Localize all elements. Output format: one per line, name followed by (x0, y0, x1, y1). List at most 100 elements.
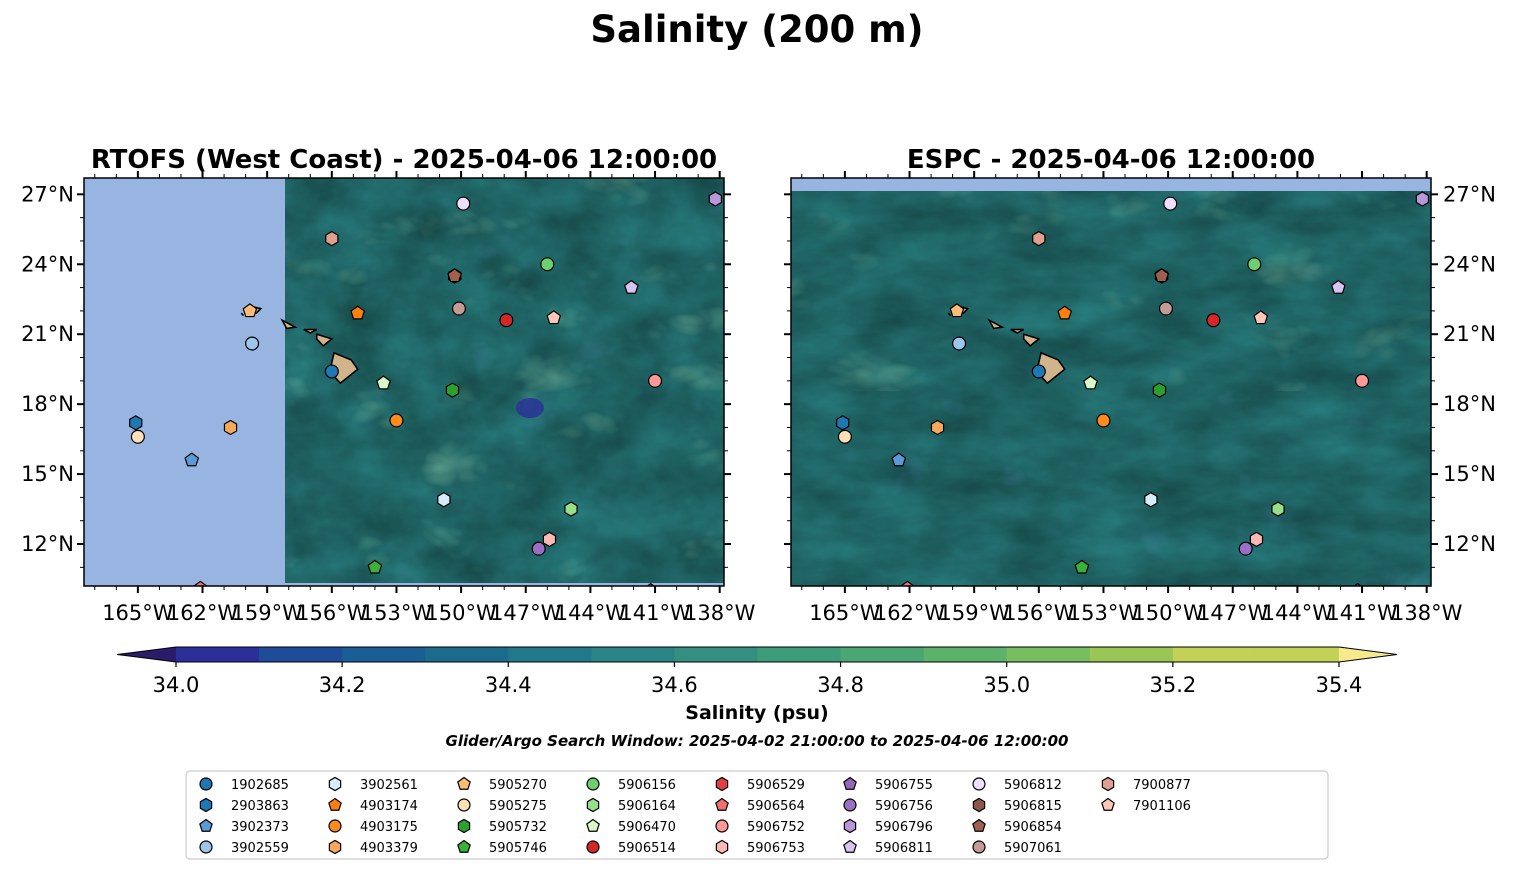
platform-marker-3902559 (952, 336, 967, 351)
colorbar-tick-label: 34.8 (817, 673, 864, 697)
platform-marker-3902561 (1144, 492, 1158, 508)
legend-item-2903863: 2903863 (199, 797, 289, 814)
platform-marker-5905270 (949, 303, 965, 318)
colorbar-tick-label: 34.4 (485, 673, 532, 697)
legend-item-4903379: 4903379 (328, 839, 418, 856)
lon-tick-label: 165°W (809, 601, 881, 625)
legend-label: 7900877 (1133, 778, 1191, 793)
platform-marker-5906812 (456, 196, 471, 211)
platform-marker-3902373 (891, 452, 907, 467)
platform-marker-4903379 (223, 419, 238, 436)
legend-marker (586, 777, 600, 791)
legend-label: 7901106 (1133, 799, 1191, 814)
legend-frame (185, 770, 1329, 860)
legend-label: 5906753 (747, 841, 805, 856)
platform-marker-5906854 (447, 268, 463, 283)
colorbar-segment (1006, 647, 1091, 662)
legend-marker (457, 776, 471, 790)
platform-marker-5907061 (1158, 301, 1173, 316)
panel-espc: ESPC - 2025-04-06 12:00:00 165°W162°W159… (784, 145, 1496, 625)
lat-tick-label: 27°N (21, 182, 74, 206)
legend-item-5906164: 5906164 (586, 797, 676, 814)
legend-label: 5906514 (618, 841, 676, 856)
legend-item-5906470: 5906470 (586, 818, 676, 835)
legend-label: 5906756 (875, 799, 933, 814)
lon-tick-label: 159°W (231, 601, 303, 625)
platform-marker-5905270 (242, 303, 258, 318)
legend-item-5906811: 5906811 (843, 839, 933, 856)
legend-label: 3902373 (231, 820, 289, 835)
legend-label: 2903863 (231, 799, 289, 814)
legend-label: 5905275 (489, 799, 547, 814)
platform-marker-3902559 (245, 336, 260, 351)
legend-label: 5906796 (875, 820, 933, 835)
island-2 (1010, 328, 1025, 334)
platform-marker-4903175 (1096, 413, 1111, 428)
legend-item-4903175: 4903175 (328, 819, 418, 835)
legend-marker (199, 777, 213, 791)
legend-marker (843, 839, 857, 853)
legend-item-3902559: 3902559 (199, 840, 289, 856)
axis-ticks-espc: 165°W162°W159°W156°W153°W150°W147°W144°W… (784, 171, 1496, 625)
legend-label: 5906812 (1004, 778, 1062, 793)
legend-marker (715, 839, 729, 855)
platform-marker-5906796 (1415, 191, 1430, 207)
platform-marker-3902373 (184, 452, 200, 467)
colorbar-segment (757, 647, 842, 662)
legend-marker (972, 797, 986, 813)
legend-item-5906812: 5906812 (972, 777, 1062, 793)
platform-marker-5906753 (542, 531, 557, 548)
platform-marker-5906753 (1249, 531, 1264, 548)
legend-item-1902685: 1902685 (199, 777, 289, 793)
platform-marker-5906156 (1247, 257, 1262, 272)
legend-label: 4903175 (360, 820, 418, 835)
legend-label: 5906752 (747, 820, 805, 835)
legend-item-5906854: 5906854 (972, 818, 1062, 835)
search-window-text: Glider/Argo Search Window: 2025-04-02 21… (446, 732, 1069, 750)
platform-marker-5906752 (648, 373, 663, 388)
platform-marker-5906514 (1206, 313, 1221, 328)
lat-tick-label: 15°N (21, 462, 74, 486)
legend-marker (586, 818, 600, 832)
lat-tick-label: 18°N (21, 392, 74, 416)
lon-tick-label: 144°W (555, 601, 627, 625)
lon-tick-label: 162°W (874, 601, 946, 625)
legend-item-5906529: 5906529 (715, 776, 805, 793)
panel-rtofs: RTOFS (West Coast) - 2025-04-06 12:00:00… (21, 145, 756, 625)
panel-title-rtofs: RTOFS (West Coast) - 2025-04-06 12:00:00 (91, 145, 717, 175)
lon-tick-label: 153°W (361, 601, 433, 625)
legend: 1902685 2903863 3902373 3902559 3902561 49031… (185, 770, 1329, 860)
colorbar-segment (425, 647, 509, 662)
lon-tick-label: 159°W (938, 601, 1010, 625)
legend-item-3902561: 3902561 (328, 776, 418, 793)
platform-marker-5905732 (1152, 382, 1167, 398)
legend-item-5907061: 5907061 (972, 840, 1062, 856)
platform-marker-4903379 (930, 419, 945, 436)
legend-label: 5907061 (1004, 841, 1062, 856)
legend-item-5906753: 5906753 (715, 839, 805, 856)
platform-marker-5907061 (451, 301, 466, 316)
colorbar: 34.0 34.2 34.4 34.6 34.8 35.0 35.2 35.4 (116, 646, 1398, 697)
legend-item-7900877: 7900877 (1101, 776, 1191, 793)
island-1 (1022, 333, 1041, 347)
legend-marker (328, 819, 342, 833)
lat-tick-label: 12°N (1443, 532, 1496, 556)
island-1 (315, 333, 334, 347)
panel-title-espc: ESPC - 2025-04-06 12:00:00 (907, 145, 1315, 175)
lon-tick-label: 156°W (1003, 601, 1075, 625)
island-3 (280, 318, 298, 330)
colorbar-tick-label: 34.2 (319, 673, 366, 697)
legend-marker (972, 818, 986, 832)
island-5 (947, 312, 952, 317)
platform-marker-5906752 (1355, 373, 1370, 388)
legend-label: 5906815 (1004, 799, 1062, 814)
lon-tick-label: 147°W (490, 601, 562, 625)
platform-markers-rtofs (129, 191, 723, 586)
island-5 (240, 312, 245, 317)
colorbar-tick-label: 34.0 (153, 673, 200, 697)
island-3 (987, 318, 1005, 330)
platform-marker-5906796 (708, 191, 723, 207)
platform-marker-5905275 (130, 429, 145, 444)
colorbar-segment (176, 647, 260, 662)
